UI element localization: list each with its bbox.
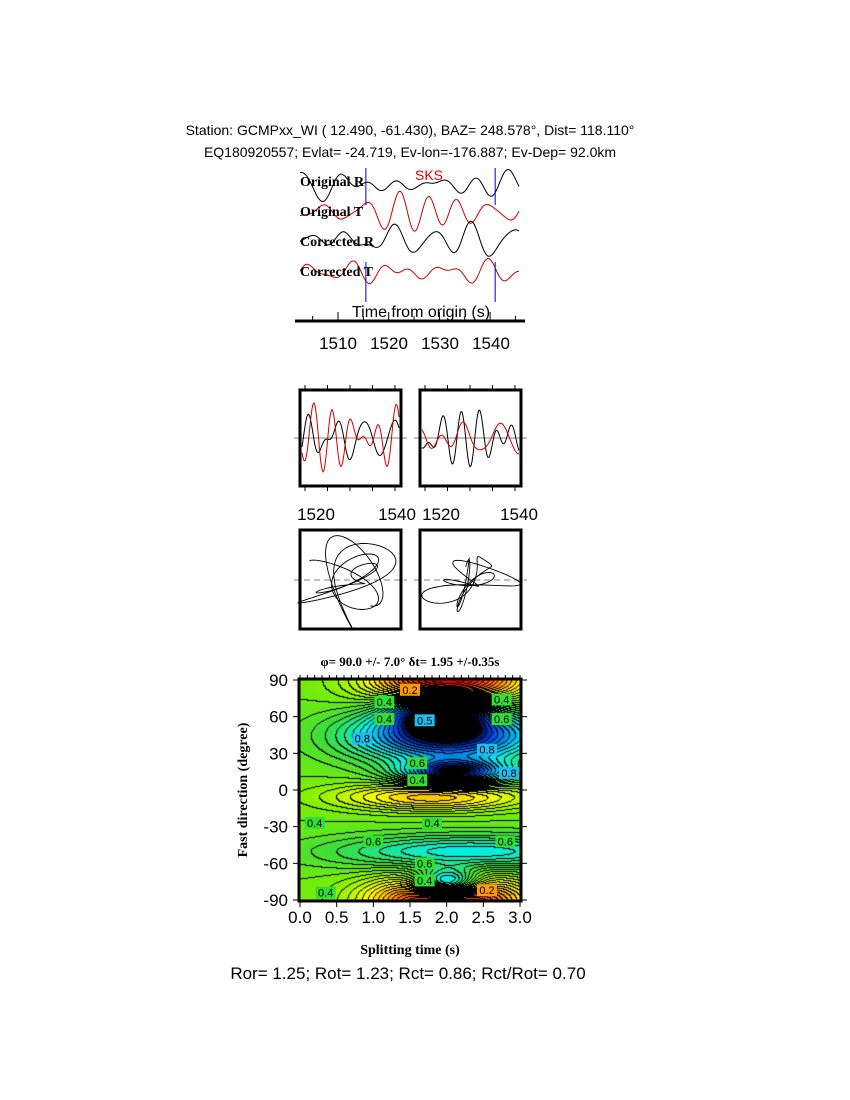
y-tick-label: -90 — [263, 891, 288, 910]
radial-trace — [421, 409, 520, 468]
contour-label-bg — [407, 774, 428, 787]
particle-motion-box — [418, 528, 523, 631]
transverse-trace — [421, 421, 520, 455]
contour-label: 0.6 — [366, 836, 381, 848]
contour-label-bg — [477, 743, 497, 756]
contour-label: 0.8 — [355, 734, 370, 746]
trace-corrected-r — [299, 220, 520, 257]
contour-label-bg — [491, 693, 512, 706]
contour-label: 0.4 — [307, 818, 322, 830]
contour-label: 0.6 — [494, 714, 509, 726]
radial-trace — [301, 413, 400, 461]
contour-label: 0.4 — [410, 775, 425, 787]
contour-label: 0.6 — [410, 758, 425, 770]
y-tick-label: 0 — [279, 781, 288, 800]
heatmap-ylabel: Fast direction (degree) — [236, 722, 251, 857]
contour-label-bg — [491, 713, 512, 726]
time-axis-ticks — [312, 312, 516, 321]
contour-label-bg — [422, 817, 442, 829]
x-tick-label: 0.5 — [325, 908, 349, 927]
x-tick-label: 3.0 — [508, 908, 532, 927]
footer-stats: Ror= 1.25; Rot= 1.23; Rct= 0.86; Rct/Rot… — [230, 964, 585, 983]
y-tick-label: 30 — [269, 744, 288, 763]
component-panels — [294, 385, 527, 491]
heatmap-axes: 0.0 0.5 1.0 1.5 2.0 2.5 3.0 90 60 30 0 -30 -60 -90 0.2… — [263, 671, 531, 927]
contour-label: 0.6 — [417, 858, 432, 870]
tick-1520: 1520 — [370, 334, 408, 353]
contour-label: 0.8 — [501, 768, 516, 780]
contour-label-bg — [477, 884, 497, 897]
y-tick-label: 90 — [269, 671, 288, 690]
y-tick-label: -30 — [263, 818, 288, 837]
x-tick-label: 2.5 — [472, 908, 496, 927]
x-tick-label: 1.5 — [398, 908, 422, 927]
contour-label: 0.8 — [479, 745, 494, 757]
station-header: Station: GCMPxx_WI ( 12.490, -61.430), B… — [186, 122, 635, 138]
heatmap-frame — [297, 677, 523, 903]
panel1-tick-1540: 1540 — [378, 505, 416, 524]
contour-label: 0.2 — [479, 885, 494, 897]
contour-label: 0.4 — [377, 714, 392, 726]
tick-1510: 1510 — [319, 334, 357, 353]
contour-label-bg — [499, 766, 519, 779]
contour-label-bg — [304, 817, 325, 829]
panel1-tick-1520: 1520 — [297, 505, 335, 524]
contour-label: 0.4 — [417, 875, 432, 887]
time-axis-label: Time from origin (s) — [352, 304, 490, 321]
misfit-heatmap — [300, 680, 520, 900]
trace-original-r — [299, 168, 520, 203]
particle-motion-path — [297, 535, 397, 630]
contour-label-bg — [352, 732, 373, 745]
trace-label-corrected-t: Corrected T — [300, 265, 374, 280]
contour-label-bg — [414, 874, 435, 887]
contour-label: 0.5 — [417, 715, 432, 727]
trace-label-corrected-r: Corrected R — [300, 235, 375, 250]
contour-label: 0.4 — [424, 818, 439, 830]
contour-label: 0.6 — [498, 836, 513, 848]
contour-label-bg — [414, 857, 435, 870]
y-tick-label: 60 — [269, 708, 288, 727]
phase-label-sks: SKS — [415, 167, 443, 183]
trace-corrected-t — [299, 257, 520, 285]
contour-label-bg — [363, 835, 384, 848]
contour-label: 0.2 — [402, 685, 417, 697]
particle-motion-box — [298, 528, 403, 631]
particle-motion-panels — [294, 528, 527, 631]
contour-label: 0.4 — [318, 888, 333, 900]
contour-label-bg — [374, 696, 395, 708]
heatmap-xlabel: Splitting time (s) — [360, 943, 460, 958]
y-tick-label: -60 — [263, 854, 288, 873]
x-tick-label: 2.0 — [435, 908, 459, 927]
particle-motion-path — [421, 556, 522, 613]
contour-label: 0.4 — [377, 697, 392, 709]
heatmap-title: φ= 90.0 +/- 7.0° δt= 1.95 +/-0.35s — [321, 654, 500, 669]
transverse-trace — [301, 401, 400, 473]
contour-label: 0.4 — [494, 695, 509, 707]
contour-label-bg — [315, 886, 336, 899]
trace-original-t — [299, 190, 520, 232]
seismogram-traces — [299, 168, 520, 302]
panel2-tick-1540: 1540 — [500, 505, 538, 524]
x-tick-label: 1.0 — [362, 908, 386, 927]
contour-label-bg — [414, 714, 435, 727]
contour-label-bg — [374, 713, 395, 726]
contour-label-bg — [407, 757, 428, 770]
contour-label-bg — [495, 835, 516, 848]
x-tick-label: 0.0 — [288, 908, 312, 927]
trace-label-original-t: Original T — [300, 205, 364, 220]
tick-1540: 1540 — [472, 334, 510, 353]
tick-1530: 1530 — [421, 334, 459, 353]
panel2-tick-1520: 1520 — [422, 505, 460, 524]
trace-label-original-r: Original R — [300, 175, 365, 190]
contour-label-bg — [400, 683, 420, 696]
event-header: EQ180920557; Evlat= -24.719, Ev-lon=-176… — [204, 144, 616, 160]
